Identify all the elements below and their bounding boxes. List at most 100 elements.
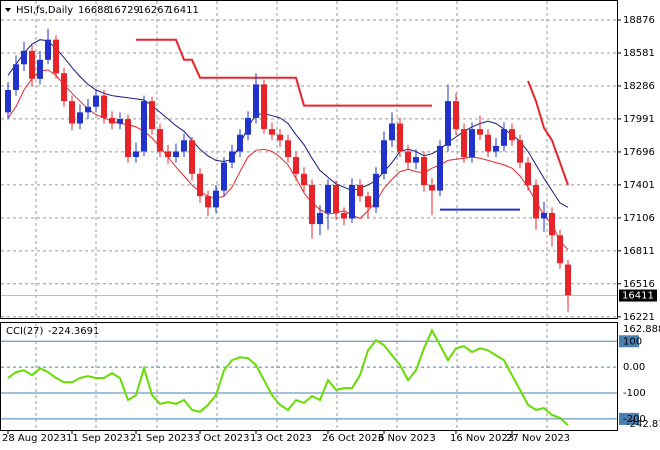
y-min-label: -242.81 — [626, 419, 660, 430]
candle-body — [365, 196, 371, 208]
candle-body — [229, 151, 235, 163]
y-tick-label: 16516 — [623, 279, 655, 290]
y-tick-label: 17696 — [623, 147, 655, 158]
candle-body — [277, 134, 283, 141]
candle-body — [453, 101, 459, 130]
candle-body — [541, 212, 547, 219]
candle-body — [309, 184, 315, 225]
candle-body — [149, 101, 155, 130]
candle-body — [157, 129, 163, 152]
candle-body — [77, 112, 83, 124]
candle-body — [37, 59, 43, 79]
candle-body — [117, 119, 123, 124]
level-box — [619, 412, 639, 425]
candle-body — [333, 184, 339, 213]
candle-body — [253, 84, 259, 118]
x-tick-label: 16 Nov 2023 — [450, 433, 514, 444]
candle-body — [381, 140, 387, 174]
candle-body — [429, 184, 435, 191]
candle-body — [173, 151, 179, 158]
y-tick-label: 17106 — [623, 213, 655, 224]
y-max-label: 162.8881 — [623, 324, 660, 335]
y-tick-label: 17401 — [623, 180, 655, 191]
candle-body — [21, 50, 27, 65]
candle-body — [205, 196, 211, 208]
y-tick-label: 16811 — [623, 246, 655, 257]
candle-body — [493, 145, 499, 152]
x-tick-label: 6 Nov 2023 — [378, 433, 436, 444]
candle-body — [397, 123, 403, 152]
candle-body — [317, 212, 323, 225]
candle-body — [85, 106, 91, 113]
y-tick-label: 100 — [623, 336, 642, 347]
cci-frame — [0, 322, 618, 431]
candle-body — [461, 129, 467, 158]
candle-body — [405, 151, 411, 163]
candle-body — [421, 157, 427, 185]
v-grid — [35, 1, 548, 430]
candle-body — [341, 212, 347, 219]
x-tick-label: 11 Sep 2023 — [66, 433, 129, 444]
candle-body — [293, 157, 299, 174]
candle-body — [445, 101, 451, 146]
candle-body — [69, 101, 75, 124]
candle-body — [549, 212, 555, 236]
y-tick-label: -100 — [623, 388, 646, 399]
candle-body — [565, 264, 571, 296]
ohlc-low: 16267 — [138, 5, 170, 16]
last-price-label: 16411 — [622, 291, 654, 302]
x-tick-label: 27 Nov 2023 — [506, 433, 570, 444]
collapse-icon — [5, 8, 11, 12]
y-tick-label: -200 — [623, 414, 646, 425]
candle-body — [509, 129, 515, 141]
candle-body — [501, 129, 507, 146]
candle-body — [5, 89, 11, 113]
indicator-line — [136, 38, 569, 186]
candle-body — [125, 119, 131, 158]
last-price-box — [619, 289, 657, 302]
candle-body — [13, 64, 19, 90]
symbol: HSI,fs,Daily — [16, 5, 73, 16]
candle-body — [533, 184, 539, 219]
candle-body — [109, 117, 115, 124]
y-tick-label: 18581 — [623, 48, 655, 59]
candle-body — [525, 162, 531, 185]
candle-body — [301, 173, 307, 185]
candle-body — [45, 39, 51, 60]
candle-body — [197, 173, 203, 197]
candle-body — [141, 101, 147, 152]
candle-body — [133, 151, 139, 158]
candle-body — [101, 95, 107, 118]
indicator-line — [7, 39, 569, 208]
price-frame — [0, 0, 618, 319]
y-tick-label: 16221 — [623, 312, 655, 323]
y-tick-label: 0.00 — [623, 362, 645, 373]
candle-body — [557, 235, 563, 264]
level-box — [619, 335, 639, 348]
candle-body — [269, 129, 275, 135]
candle-body — [285, 140, 291, 158]
candle-body — [437, 145, 443, 191]
candle-body — [29, 50, 35, 79]
candle-body — [93, 95, 99, 107]
candle-body — [469, 129, 475, 158]
candle-body — [261, 84, 267, 130]
x-tick-label: 3 Oct 2023 — [194, 433, 249, 444]
candle-body — [325, 184, 331, 213]
x-tick-label: 13 Oct 2023 — [250, 433, 312, 444]
candle-body — [517, 140, 523, 163]
ohlc-close: 16411 — [167, 5, 199, 16]
candle-body — [477, 129, 483, 135]
ohlc-open: 16688 — [78, 5, 110, 16]
y-tick-label: 17991 — [623, 114, 655, 125]
candle-body — [213, 190, 219, 208]
candle-body — [181, 140, 187, 152]
candle-body — [349, 184, 355, 219]
candle-body — [413, 157, 419, 163]
candle-body — [389, 123, 395, 141]
candle-body — [61, 73, 67, 102]
candle-body — [165, 151, 171, 158]
candle-body — [373, 173, 379, 208]
candle-body — [189, 140, 195, 174]
